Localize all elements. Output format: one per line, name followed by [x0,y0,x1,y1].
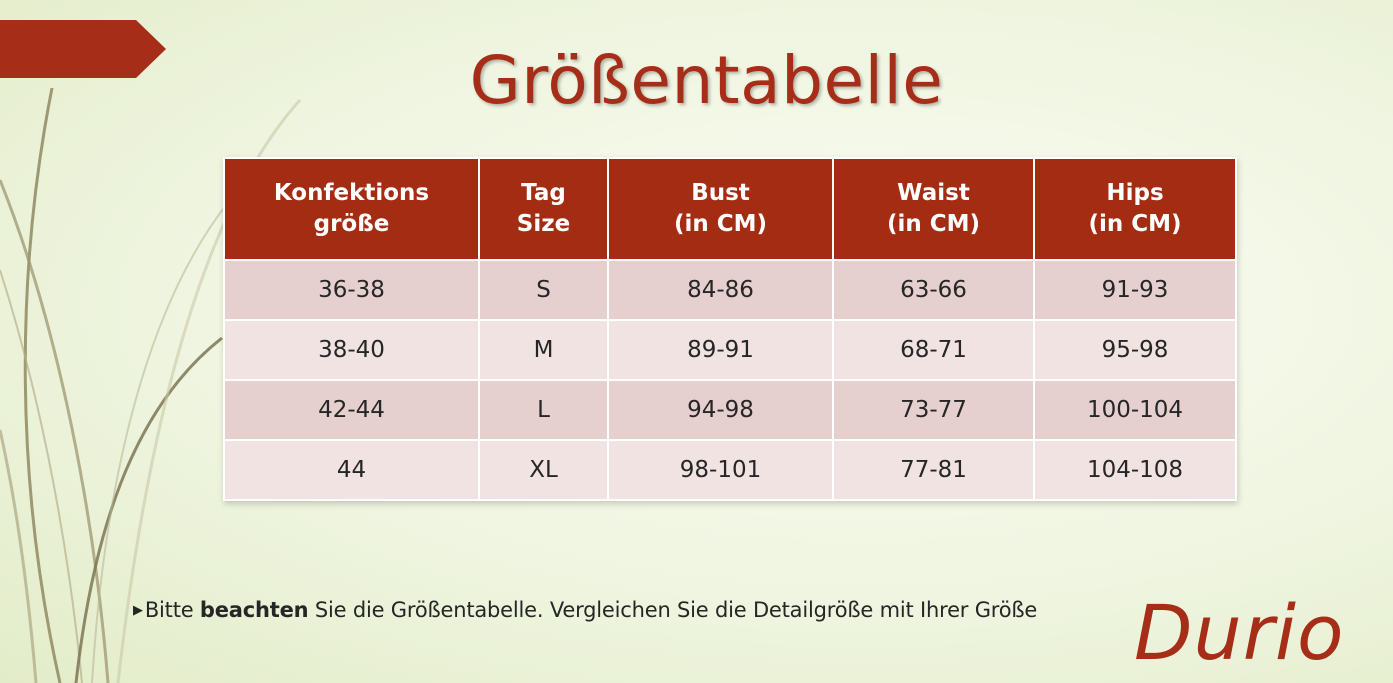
note-bold: beachten [199,598,309,622]
table-cell: 94-98 [607,379,834,441]
table-cell: 84-86 [607,259,834,321]
header-konfektionsgroesse: Konfektions größe [223,157,480,261]
size-table: Konfektions größe Tag Size Bust (in CM) Wai… [223,157,1237,501]
header-bust: Bust (in CM) [607,157,834,261]
table-cell: 95-98 [1033,319,1237,381]
table-cell: 98-101 [607,439,834,501]
table-cell: XL [478,439,609,501]
note-prefix: Bitte [144,598,200,622]
table-cell: 91-93 [1033,259,1237,321]
table-cell: 36-38 [223,259,480,321]
table-row: 36-38 S 84-86 63-66 91-93 [223,259,1237,321]
table-cell: 38-40 [223,319,480,381]
table-cell: L [478,379,609,441]
page-title: Größentabelle [469,42,944,119]
table-header-row: Konfektions größe Tag Size Bust (in CM) Wai… [223,157,1237,261]
size-note: ▶Bitte beachten Sie die Größentabelle. V… [133,598,1037,622]
table-cell: 44 [223,439,480,501]
table-row: 42-44 L 94-98 73-77 100-104 [223,379,1237,441]
header-hips: Hips (in CM) [1033,157,1237,261]
note-suffix: Sie die Größentabelle. Vergleichen Sie d… [308,598,1038,622]
table-cell: 89-91 [607,319,834,381]
table-cell: S [478,259,609,321]
brand-logo: Durio [1134,588,1345,677]
banner-arrow [0,20,166,78]
header-tag-size: Tag Size [478,157,609,261]
header-waist: Waist (in CM) [832,157,1035,261]
bullet-arrow-icon: ▶ [133,603,143,618]
table-cell: 104-108 [1033,439,1237,501]
table-cell: 100-104 [1033,379,1237,441]
table-row: 38-40 M 89-91 68-71 95-98 [223,319,1237,381]
table-cell: 63-66 [832,259,1035,321]
table-cell: 77-81 [832,439,1035,501]
table-cell: 73-77 [832,379,1035,441]
table-cell: M [478,319,609,381]
table-row: 44 XL 98-101 77-81 104-108 [223,439,1237,501]
table-cell: 42-44 [223,379,480,441]
table-cell: 68-71 [832,319,1035,381]
grass-decoration [0,87,302,683]
